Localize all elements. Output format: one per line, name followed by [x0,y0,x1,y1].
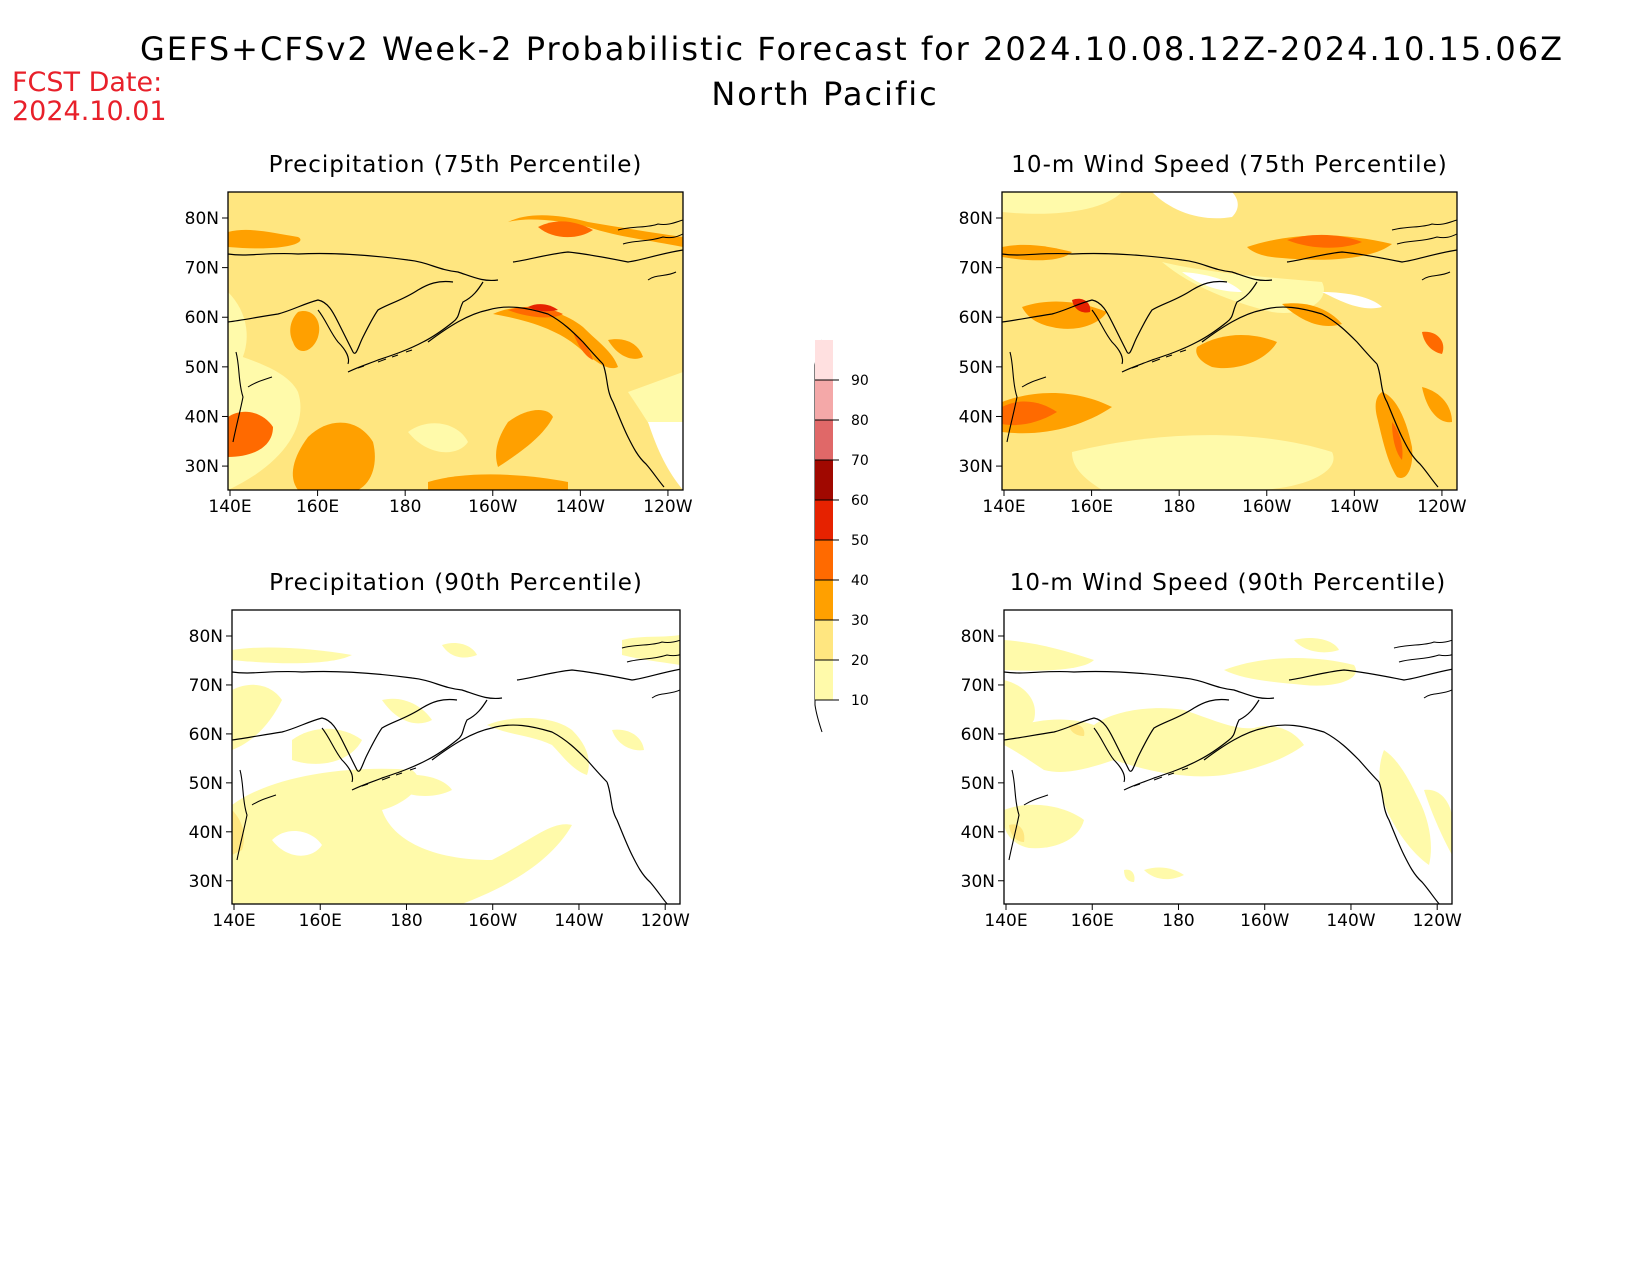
lat-tick-label: 60N [185,308,219,328]
lon-tick-label: 180 [390,911,422,931]
colorbar-box [815,660,833,700]
colorbar-level-label: 60 [851,493,869,509]
lon-tick-label: 140E [982,497,1025,517]
colorbar-labels: 10 20 30 40 50 60 70 80 90 [815,373,869,709]
colorbar-level-label: 70 [851,453,869,469]
lat-tick-label: 30N [185,457,219,477]
lon-tick-label: 140W [1330,497,1379,517]
lon-tick-label: 160W [1240,911,1289,931]
panel-title-wind-75: 10-m Wind Speed (75th Percentile) [1011,152,1448,178]
map-wind-75 [1001,191,1458,491]
panel-title-wind-90: 10-m Wind Speed (90th Percentile) [1009,570,1447,596]
lat-tick-label: 50N [189,774,223,794]
lat-tick-label: 50N [185,358,219,378]
lat-tick-label: 60N [959,308,993,328]
colorbar-box [815,380,833,420]
colorbar-box [815,500,833,540]
lat-tick-label: 70N [189,676,223,696]
lat-tick-label: 70N [959,259,993,279]
map-wind-90 [1003,609,1453,905]
fcst-date-value: 2024.10.01 [12,96,167,127]
lon-tick-label: 160W [468,911,517,931]
lat-tick-label: 70N [961,676,995,696]
lat-tick-label: 30N [189,872,223,892]
map-precip-75 [227,191,684,491]
lon-tick-label: 160W [1242,497,1291,517]
lat-tick-label: 40N [185,407,219,427]
colorbar: 10 20 30 40 50 60 70 80 90 [814,339,869,733]
lat-tick-label: 50N [961,774,995,794]
colorbar-level-label: 50 [851,533,869,549]
lat-tick-label: 30N [961,872,995,892]
colorbar-level-label: 10 [851,693,869,709]
colorbar-level-label: 30 [851,613,869,629]
lon-tick-label: 160E [299,911,342,931]
lon-tick-label: 160W [468,497,517,517]
lon-tick-label: 180 [1163,497,1195,517]
lon-tick-label: 180 [1162,911,1194,931]
colorbar-box [815,420,833,460]
fcst-date-block: FCST Date: 2024.10.01 [12,68,167,126]
lat-tick-label: 80N [189,627,223,647]
axis-labels-layer: 140E 160E 180 160W 140W 120W 80N 70N 60N 50N 40N 30… [185,209,1467,931]
lat-tick-label: 80N [185,209,219,229]
map-precip-90 [231,609,681,905]
colorbar-level-label: 20 [851,653,869,669]
lon-tick-label: 120W [1413,911,1462,931]
lat-tick-label: 70N [185,259,219,279]
lon-tick-label: 180 [389,497,421,517]
fcst-date-label: FCST Date: [12,67,163,98]
lat-tick-label: 40N [961,823,995,843]
panel-title-precip-90: Precipitation (90th Percentile) [269,570,643,596]
map-subtitle: North Pacific [711,75,939,113]
lon-tick-label: 120W [1417,497,1466,517]
lat-tick-label: 50N [959,358,993,378]
lat-tick-label: 40N [189,823,223,843]
colorbar-boxes [815,340,833,700]
colorbar-box [815,460,833,500]
lon-tick-label: 140W [556,497,605,517]
lon-tick-label: 140W [1326,911,1375,931]
lon-tick-label: 140E [212,911,255,931]
lon-tick-label: 160E [1070,497,1113,517]
panel-title-precip-75: Precipitation (75th Percentile) [268,152,643,178]
colorbar-box [815,620,833,660]
lon-tick-label: 120W [641,911,690,931]
colorbar-level-label: 40 [851,573,869,589]
lon-tick-label: 140E [208,497,251,517]
lat-tick-label: 30N [959,457,993,477]
colorbar-box [815,340,833,380]
lat-tick-label: 60N [961,725,995,745]
lon-tick-label: 160E [296,497,339,517]
lat-tick-label: 60N [189,725,223,745]
lon-tick-label: 140E [984,911,1027,931]
lat-tick-label: 40N [959,407,993,427]
colorbar-level-label: 90 [851,373,869,389]
colorbar-box [815,540,833,580]
lon-tick-label: 120W [643,497,692,517]
colorbar-level-label: 80 [851,413,869,429]
lon-tick-label: 140W [554,911,603,931]
map-title: GEFS+CFSv2 Week-2 Probabilistic Forecast… [140,30,1565,68]
lat-tick-label: 80N [959,209,993,229]
colorbar-box [815,580,833,620]
lon-tick-label: 160E [1071,911,1114,931]
lat-tick-label: 80N [961,627,995,647]
